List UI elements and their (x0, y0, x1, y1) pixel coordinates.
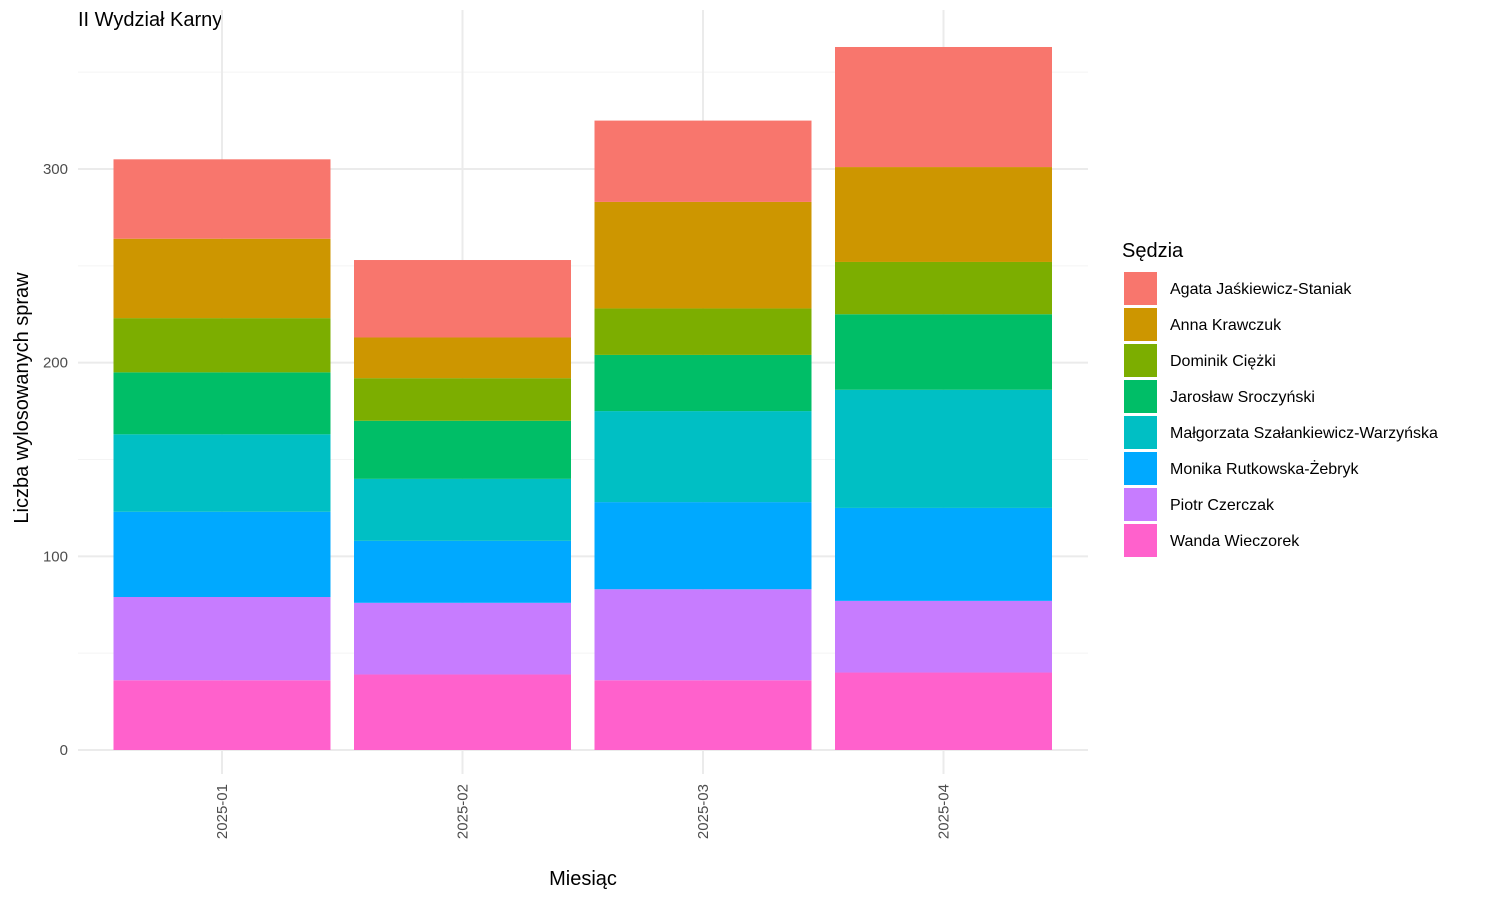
legend: Sędzia Agata Jaśkiewicz-Staniak Anna Kraw… (1122, 240, 1438, 557)
x-tick-label: 2025-02 (455, 784, 472, 839)
bar-segment (835, 167, 1052, 262)
chart-title: II Wydział Karny (78, 9, 222, 31)
x-tick-label: 2025-03 (695, 784, 712, 839)
legend-label: Dominik Ciężki (1170, 353, 1276, 370)
bar-segment (354, 674, 571, 750)
bar-segment (354, 540, 571, 603)
y-tick-label: 0 (60, 742, 68, 759)
bar-segment (354, 260, 571, 338)
x-tick-label: 2025-04 (936, 784, 953, 839)
bar-segment (835, 507, 1052, 601)
legend-label: Wanda Wieczorek (1170, 533, 1300, 550)
y-tick-label: 200 (43, 355, 68, 372)
bar-segment (113, 434, 331, 512)
bar-segment (354, 602, 571, 675)
y-tick-label: 100 (43, 548, 68, 565)
x-axis-title: Miesiąc (549, 868, 617, 890)
legend-swatch (1124, 308, 1157, 341)
legend-swatch (1124, 380, 1157, 413)
legend-label: Jarosław Sroczyński (1170, 389, 1315, 406)
bar-segment (835, 672, 1052, 750)
bar-segment (594, 680, 812, 750)
bar-segment (354, 337, 571, 379)
legend-label: Anna Krawczuk (1170, 317, 1282, 334)
legend-swatch (1124, 452, 1157, 485)
y-axis-ticks: 0 100 200 300 (43, 161, 68, 759)
bar-segment (594, 120, 812, 202)
bar-segment (113, 511, 331, 598)
legend-swatch (1124, 488, 1157, 521)
x-tick-label: 2025-01 (214, 784, 231, 839)
bar-segment (835, 314, 1052, 390)
bar-segment (594, 308, 812, 355)
bar-segment (354, 478, 571, 541)
legend-swatch (1124, 344, 1157, 377)
bar-segment (594, 502, 812, 590)
legend-swatch (1124, 272, 1157, 305)
legend-label: Monika Rutkowska-Żebryk (1170, 459, 1360, 478)
bar-segment (113, 238, 331, 319)
legend-swatch (1124, 524, 1157, 557)
bar-segment (835, 46, 1052, 168)
bar-segment (113, 159, 331, 239)
bars (113, 46, 1052, 750)
bar-segment (113, 318, 331, 373)
y-tick-label: 300 (43, 161, 68, 178)
bar-segment (835, 261, 1052, 315)
bar-segment (354, 378, 571, 421)
x-axis-ticks: 2025-01 2025-02 2025-03 2025-04 (214, 784, 953, 839)
bar-segment (594, 411, 812, 503)
bar-segment (113, 597, 331, 681)
legend-label: Piotr Czerczak (1170, 497, 1275, 514)
y-axis-title: Liczba wylosowanych spraw (11, 272, 33, 524)
bar-segment (113, 372, 331, 435)
bar-segment (594, 589, 812, 681)
legend-swatch (1124, 416, 1157, 449)
bar-segment (354, 420, 571, 479)
bar-segment (113, 680, 331, 750)
bar-segment (594, 354, 812, 412)
bar-segment (835, 600, 1052, 673)
bar-segment (594, 201, 812, 309)
legend-title: Sędzia (1122, 240, 1184, 262)
legend-label: Agata Jaśkiewicz-Staniak (1170, 281, 1352, 298)
bar-segment (835, 389, 1052, 508)
legend-label: Małgorzata Szałankiewicz-Warzyńska (1170, 425, 1438, 442)
